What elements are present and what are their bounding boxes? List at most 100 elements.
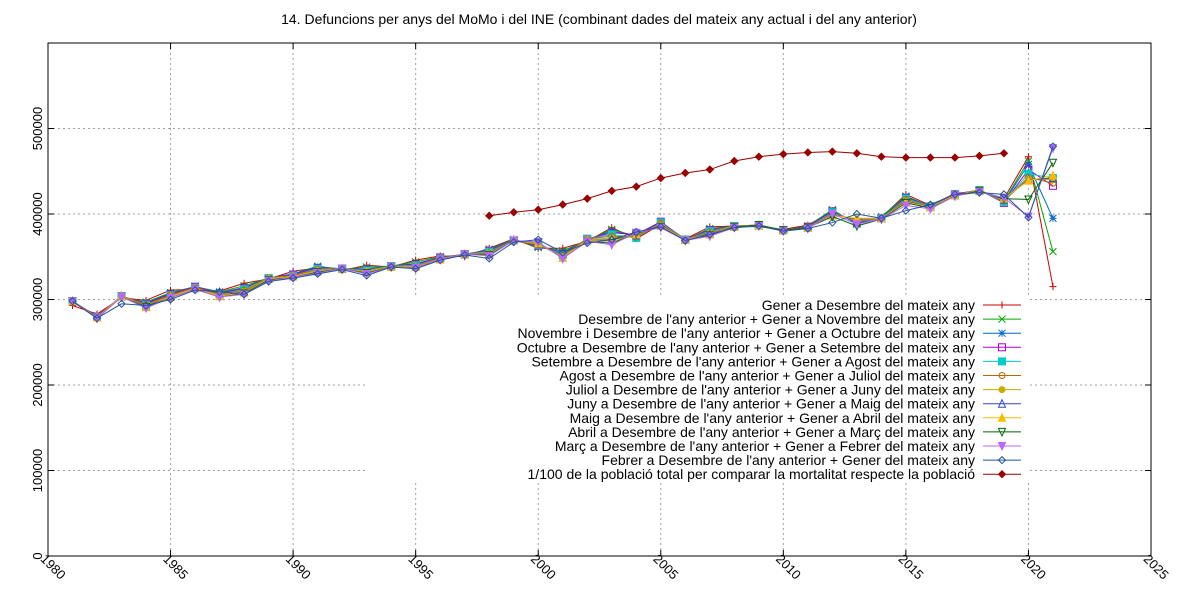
data-point	[730, 156, 739, 166]
legend-entry: Març a Desembre de l'any anterior + Gene…	[555, 438, 1021, 454]
data-point	[997, 455, 1007, 465]
data-point	[558, 254, 568, 264]
data-point	[288, 273, 298, 283]
data-point	[975, 151, 984, 161]
data-point	[901, 153, 911, 162]
data-point	[1048, 142, 1058, 151]
data-point	[950, 190, 960, 199]
data-point	[1024, 175, 1033, 185]
legend-label: Abril a Desembre de l'any anterior + Gen…	[568, 424, 975, 440]
data-point	[828, 218, 837, 227]
data-point	[190, 285, 200, 295]
data-point	[484, 254, 494, 263]
data-point	[92, 314, 102, 323]
data-point	[435, 255, 445, 265]
y-tick-label: 500000	[30, 107, 45, 150]
data-point	[509, 208, 518, 217]
data-point	[779, 149, 788, 159]
data-point	[803, 224, 813, 233]
legend-label: Gener a Desembre del mateix any	[762, 297, 975, 313]
data-point	[877, 152, 886, 161]
legend-entry: Novembre i Desembre de l'any anterior + …	[517, 325, 1021, 341]
data-point	[607, 186, 616, 196]
data-point	[803, 148, 813, 157]
data-point	[997, 442, 1007, 452]
legend-label: Juliol a Desembre de l'any anterior + Ge…	[566, 382, 975, 398]
data-point	[484, 211, 494, 220]
data-point	[607, 240, 617, 250]
data-point	[190, 285, 200, 295]
data-point	[460, 250, 469, 260]
y-tick-label: 300000	[30, 278, 45, 321]
data-point	[264, 277, 273, 286]
data-point	[975, 188, 984, 197]
data-point	[215, 287, 224, 297]
series-11	[68, 144, 1058, 324]
data-point	[534, 205, 543, 214]
legend-entry: 1/100 de la població total per comparar …	[528, 466, 1021, 482]
data-point	[779, 226, 788, 236]
data-point	[852, 209, 862, 219]
data-point	[632, 227, 641, 237]
data-point	[362, 271, 371, 280]
data-point	[656, 222, 665, 232]
legend-label: 1/100 de la població total per comparar …	[528, 466, 976, 482]
data-point	[997, 412, 1007, 422]
data-point	[117, 292, 126, 303]
data-point	[901, 206, 911, 215]
y-tick-label: 100000	[30, 449, 45, 492]
y-tick-label: 200000	[30, 363, 45, 406]
data-point	[239, 290, 249, 299]
legend-label: Maig a Desembre de l'any anterior + Gene…	[570, 410, 975, 426]
data-point	[999, 149, 1009, 158]
data-point	[117, 299, 126, 308]
data-point	[999, 190, 1009, 199]
data-point	[460, 250, 469, 260]
data-point	[997, 398, 1007, 408]
data-point	[141, 301, 151, 310]
legend-label: Març a Desembre de l'any anterior + Gene…	[555, 438, 975, 454]
data-point	[1049, 283, 1057, 291]
data-point	[1024, 195, 1033, 205]
data-point	[583, 194, 592, 203]
data-point	[997, 427, 1007, 438]
data-point	[1049, 214, 1057, 223]
legend-entry: Gener a Desembre del mateix any	[762, 297, 1021, 313]
data-point	[730, 223, 739, 232]
y-tick-label: 0	[30, 552, 45, 559]
legend-entry: Setembre a Desembre de l'any anterior + …	[531, 353, 1021, 369]
legend-label: Juny a Desembre de l'any anterior + Gene…	[567, 396, 975, 412]
legend-label: Febrer a Desembre de l'any anterior + Ge…	[602, 452, 975, 468]
data-point	[926, 204, 935, 215]
data-point	[215, 292, 224, 303]
data-point	[754, 221, 764, 231]
data-point	[998, 329, 1006, 338]
data-point	[607, 235, 616, 244]
legend-label: Setembre a Desembre de l'any anterior + …	[531, 353, 975, 369]
legend-label: Desembre de l'any anterior + Gener a Nov…	[578, 311, 975, 327]
data-point	[998, 301, 1006, 309]
data-point	[386, 262, 396, 272]
data-point	[926, 153, 935, 162]
legend-entry: Agost a Desembre de l'any anterior + Gen…	[559, 368, 1021, 384]
data-point	[705, 230, 715, 239]
data-point	[975, 187, 984, 197]
data-point	[534, 235, 543, 244]
data-point	[681, 236, 690, 245]
data-point	[509, 238, 518, 247]
data-point	[877, 214, 886, 223]
legend-label: Agost a Desembre de l'any anterior + Gen…	[559, 368, 975, 384]
data-point	[828, 147, 837, 156]
data-point	[1048, 170, 1058, 180]
legend-label: Octubre a Desembre de l'any anterior + G…	[517, 339, 975, 355]
data-point	[313, 269, 322, 279]
data-point	[1024, 213, 1033, 222]
data-point	[852, 220, 862, 230]
legend-background	[365, 296, 1030, 482]
data-point	[632, 182, 641, 191]
data-point	[583, 238, 592, 248]
data-point	[998, 386, 1006, 394]
data-point	[950, 153, 960, 162]
data-point	[998, 372, 1006, 379]
